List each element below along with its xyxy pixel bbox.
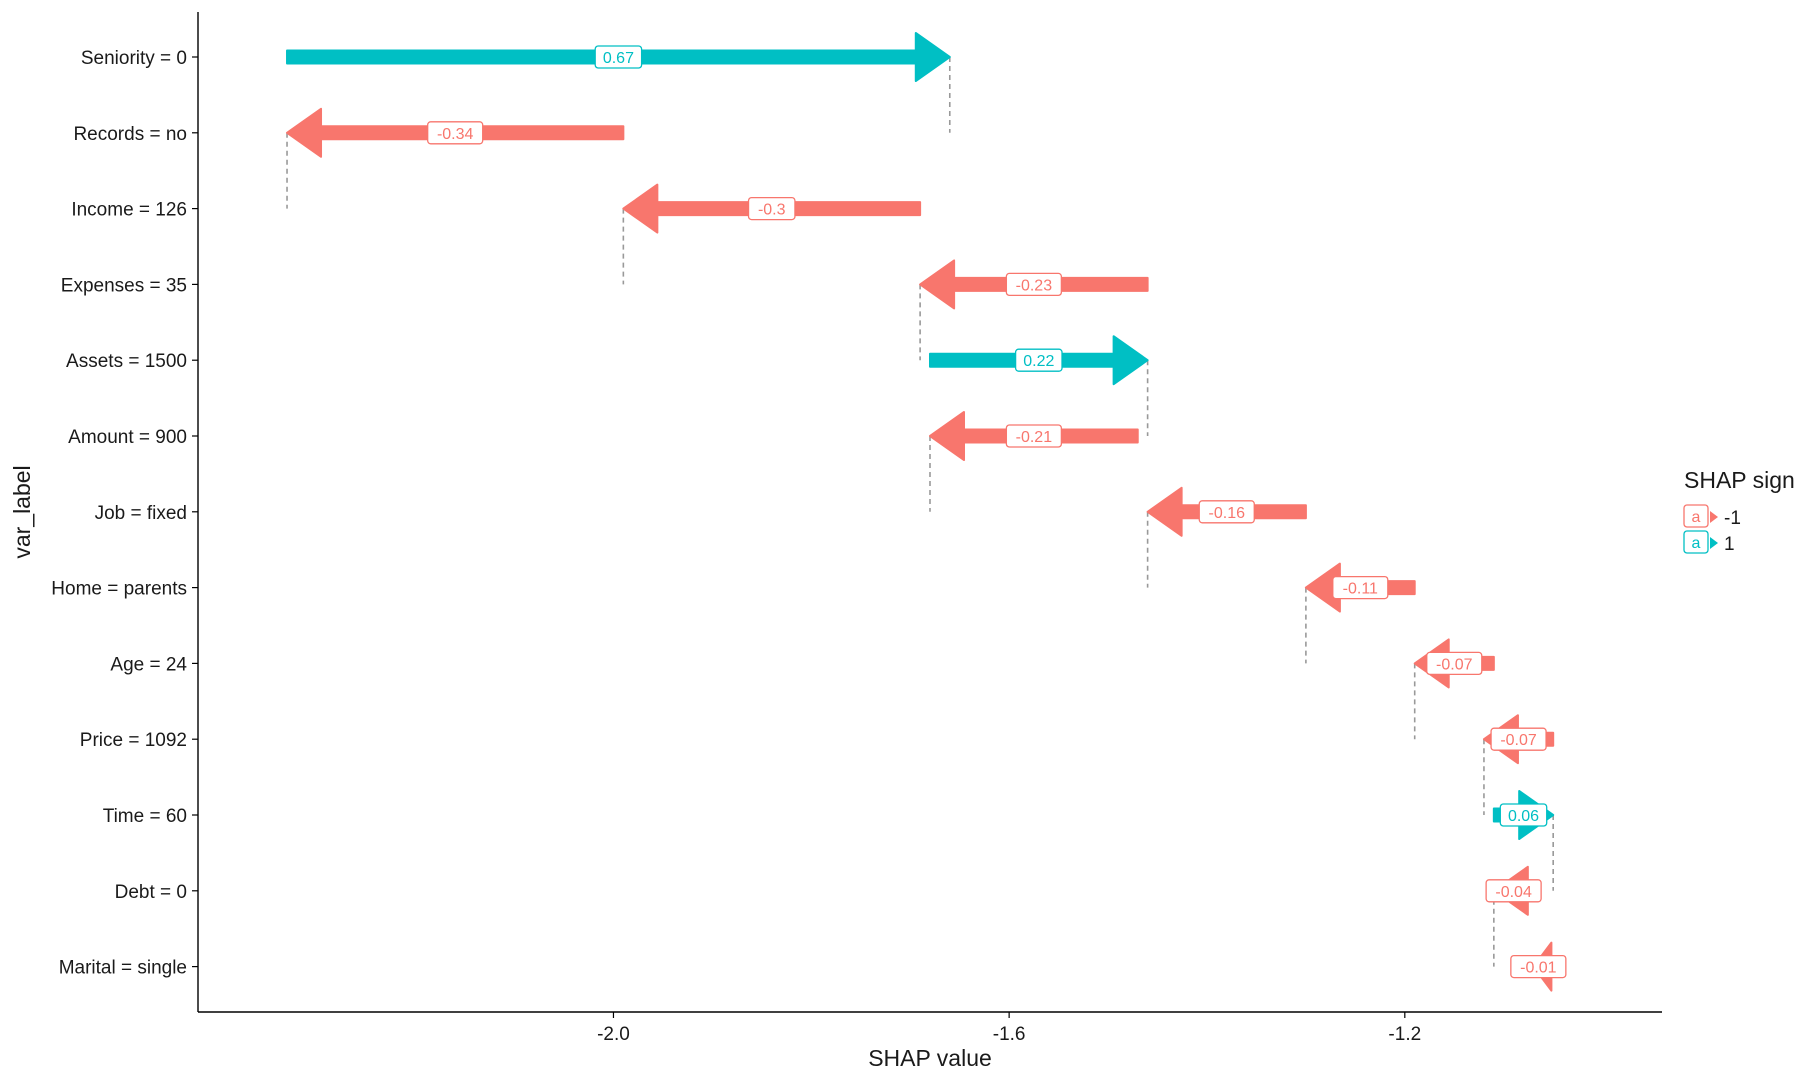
x-tick-label: -1.6: [993, 1024, 1026, 1045]
value-label-box: [1332, 575, 1389, 600]
x-tick-label: -1.2: [1388, 1024, 1421, 1045]
value-label-text: 0.22: [1023, 353, 1054, 370]
bars: [286, 32, 1555, 992]
value-label-box: [1485, 879, 1542, 903]
value-label-box: [747, 196, 796, 221]
y-tick-label-age-24: Age = 24: [110, 654, 187, 675]
value-label-text: -0.01: [1520, 960, 1557, 977]
legend-label: -1: [1724, 508, 1741, 529]
value-label-income-126: -0.3: [747, 196, 796, 221]
legend-title: SHAP sign: [1684, 467, 1795, 493]
y-tick-label-job-fixed: Job = fixed: [95, 503, 187, 524]
value-label-text: 0.06: [1508, 808, 1539, 825]
y-tick-label-expenses-35: Expenses = 35: [61, 275, 187, 296]
value-label-box: [1198, 500, 1255, 524]
y-tick-label-debt-0: Debt = 0: [115, 882, 187, 903]
value-label-price-1092: -0.07: [1490, 727, 1547, 751]
value-label-box: [427, 121, 484, 145]
value-label-box: [1014, 348, 1063, 372]
value-label-seniority-0: 0.67: [594, 45, 643, 69]
x-tick-label: -2.0: [597, 1024, 630, 1045]
legend-key-box: [1683, 530, 1709, 554]
y-tick-label-income-126: Income = 126: [71, 200, 187, 221]
value-label-time-60: 0.06: [1499, 803, 1548, 827]
value-label-assets-1500: 0.22: [1014, 348, 1063, 372]
value-label-box: [1510, 954, 1567, 979]
connector-lines: [286, 57, 1554, 967]
legend-key-glyph: a: [1692, 535, 1701, 552]
y-tick-label-marital-single: Marital = single: [59, 958, 187, 979]
value-label-debt-0: -0.04: [1485, 879, 1542, 903]
legend-key-box: [1683, 504, 1709, 528]
y-tick-label-amount-900: Amount = 900: [68, 427, 187, 448]
legend-key-glyph: a: [1692, 509, 1701, 526]
value-label-box: [1426, 651, 1483, 676]
value-label-expenses-35: -0.23: [1005, 272, 1063, 297]
value-label-box: [1005, 272, 1063, 297]
value-label-text: -0.34: [437, 126, 474, 143]
value-label-box: [1499, 803, 1548, 827]
value-label-text: -0.07: [1500, 732, 1537, 749]
value-label-job-fixed: -0.16: [1198, 500, 1255, 524]
y-axis-title: var_label: [9, 465, 35, 558]
x-axis-title: SHAP value: [868, 1045, 992, 1071]
value-label-text: -0.04: [1495, 884, 1532, 901]
bar-value-labels: 0.67 -0.34 -0.3 -0.23 0.22 -0.21 -0.16 -0.11 -0.…: [427, 45, 1567, 979]
value-label-text: -0.3: [758, 202, 786, 219]
value-label-age-24: -0.07: [1426, 651, 1483, 676]
legend-key-arrow: [1710, 511, 1718, 523]
legend-key-arrow: [1710, 537, 1718, 549]
legend-item-1: a -1: [1683, 504, 1741, 529]
value-label-text: -0.16: [1209, 505, 1246, 522]
axes: Seniority = 0 Records = no Income = 126 Exp…: [9, 12, 1662, 1071]
value-label-box: [1490, 727, 1547, 751]
legend-label: 1: [1724, 534, 1735, 555]
y-tick-label-home-parents: Home = parents: [51, 579, 187, 600]
y-tick-label-price-1092: Price = 1092: [80, 730, 187, 751]
value-label-marital-single: -0.01: [1510, 954, 1567, 979]
value-label-text: -0.21: [1016, 429, 1053, 446]
value-label-amount-900: -0.21: [1005, 424, 1063, 448]
value-label-text: 0.67: [603, 50, 634, 67]
y-tick-label-assets-1500: Assets = 1500: [66, 351, 187, 372]
y-tick-label-time-60: Time = 60: [103, 806, 187, 827]
value-label-box: [594, 45, 643, 69]
value-label-box: [1005, 424, 1063, 448]
y-tick-label-seniority-0: Seniority = 0: [81, 48, 187, 69]
value-label-text: -0.11: [1343, 581, 1378, 598]
value-label-text: -0.23: [1016, 277, 1053, 294]
y-tick-label-records-no: Records = no: [73, 124, 187, 145]
value-label-home-parents: -0.11: [1332, 575, 1389, 600]
value-label-records-no: -0.34: [427, 121, 484, 145]
value-label-text: -0.07: [1436, 656, 1473, 673]
